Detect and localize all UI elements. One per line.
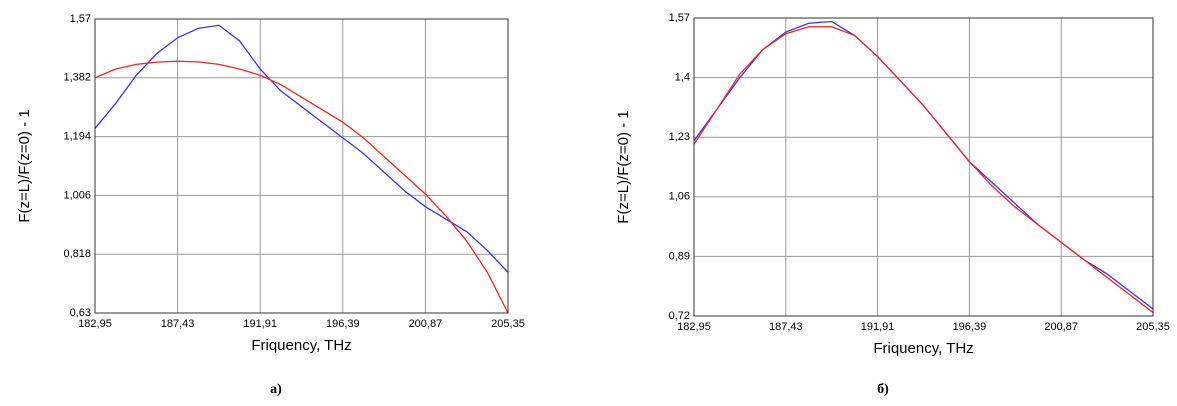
y-tick-label: 1,194 <box>63 131 91 143</box>
x-tick-label: 196,39 <box>326 318 360 330</box>
y-axis-title: F(z=L)/F(z=0) - 1 <box>615 110 632 223</box>
x-tick-label: 205,35 <box>1136 321 1170 333</box>
data-line <box>94 60 509 314</box>
data-line <box>94 24 509 273</box>
x-tick-label: 200,87 <box>409 318 443 330</box>
x-tick-label: 191,91 <box>243 318 277 330</box>
x-axis-title: Friquency, THz <box>251 337 351 354</box>
x-tick-label: 191,91 <box>861 321 895 333</box>
x-tick-label: 187,43 <box>161 318 195 330</box>
x-tick-label: 200,87 <box>1044 321 1078 333</box>
data-line <box>693 26 1154 314</box>
y-tick-label: 1,57 <box>669 12 690 24</box>
y-tick-label: 1,4 <box>675 72 690 84</box>
x-tick-label: 182,95 <box>677 321 711 333</box>
y-tick-label: 0,63 <box>70 307 91 319</box>
x-tick-label: 187,43 <box>769 321 803 333</box>
y-tick-label: 1,23 <box>669 131 690 143</box>
y-tick-label: 1,06 <box>669 191 690 203</box>
y-tick-label: 0,818 <box>63 248 91 260</box>
y-tick-label: 0,89 <box>669 250 690 262</box>
plot-area <box>95 19 508 313</box>
x-tick-label: 182,95 <box>78 318 112 330</box>
y-tick-label: 1,382 <box>63 72 91 84</box>
x-tick-label: 196,39 <box>953 321 987 333</box>
caption: а) <box>270 382 282 397</box>
y-tick-label: 0,72 <box>669 310 690 322</box>
y-tick-label: 1,006 <box>63 189 91 201</box>
caption: б) <box>877 382 889 397</box>
plot-border <box>94 18 509 314</box>
x-tick-label: 205,35 <box>491 318 525 330</box>
y-axis-title: F(z=L)/F(z=0) - 1 <box>16 109 33 222</box>
y-tick-label: 1,57 <box>70 13 91 25</box>
plot-border <box>693 17 1154 317</box>
plot-area <box>694 18 1153 316</box>
x-axis-title: Friquency, THz <box>873 340 973 357</box>
